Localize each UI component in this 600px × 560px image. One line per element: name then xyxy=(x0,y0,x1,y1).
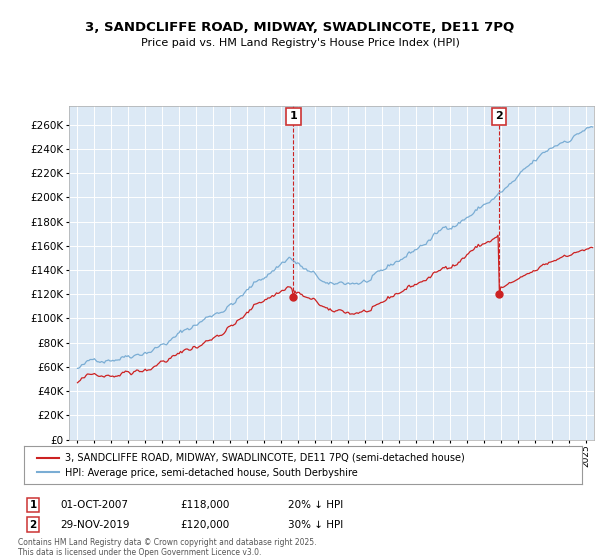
Legend: 3, SANDCLIFFE ROAD, MIDWAY, SWADLINCOTE, DE11 7PQ (semi-detached house), HPI: Av: 3, SANDCLIFFE ROAD, MIDWAY, SWADLINCOTE,… xyxy=(34,450,467,480)
Text: 2: 2 xyxy=(495,111,503,122)
Text: 1: 1 xyxy=(29,500,37,510)
Text: 01-OCT-2007: 01-OCT-2007 xyxy=(60,500,128,510)
Text: 20% ↓ HPI: 20% ↓ HPI xyxy=(288,500,343,510)
Text: 2: 2 xyxy=(29,520,37,530)
Text: Contains HM Land Registry data © Crown copyright and database right 2025.
This d: Contains HM Land Registry data © Crown c… xyxy=(18,538,317,557)
Text: 30% ↓ HPI: 30% ↓ HPI xyxy=(288,520,343,530)
Text: £118,000: £118,000 xyxy=(180,500,229,510)
Text: £120,000: £120,000 xyxy=(180,520,229,530)
Text: 1: 1 xyxy=(290,111,297,122)
Text: 29-NOV-2019: 29-NOV-2019 xyxy=(60,520,130,530)
Text: 3, SANDCLIFFE ROAD, MIDWAY, SWADLINCOTE, DE11 7PQ: 3, SANDCLIFFE ROAD, MIDWAY, SWADLINCOTE,… xyxy=(85,21,515,34)
Text: Price paid vs. HM Land Registry's House Price Index (HPI): Price paid vs. HM Land Registry's House … xyxy=(140,38,460,48)
